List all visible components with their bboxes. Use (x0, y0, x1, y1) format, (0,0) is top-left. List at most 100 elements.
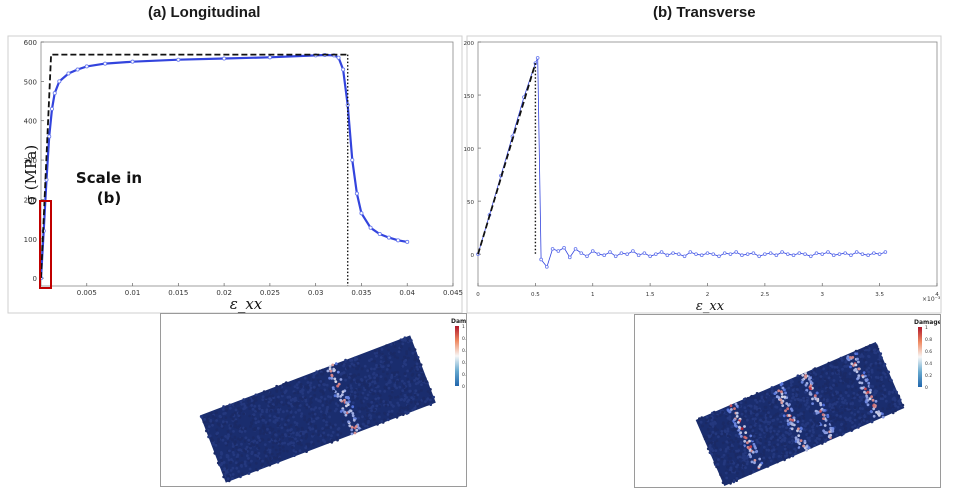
particle (876, 360, 880, 364)
particle (765, 392, 769, 396)
particle (217, 437, 220, 441)
particle (808, 410, 812, 413)
particle (329, 395, 333, 399)
particle (423, 377, 427, 380)
particle (253, 404, 257, 408)
particle (699, 420, 703, 424)
particle (855, 352, 859, 355)
particle (764, 460, 768, 463)
particle (790, 422, 794, 426)
particle (892, 388, 896, 391)
particle (314, 406, 318, 409)
particle (263, 443, 267, 446)
particle (862, 395, 866, 399)
particle (215, 419, 218, 422)
particle (876, 379, 879, 383)
particle (227, 474, 231, 478)
particle (225, 405, 228, 409)
particle (818, 395, 822, 399)
particle (231, 448, 235, 451)
particle (856, 413, 860, 417)
data-point-marker (694, 252, 698, 256)
particle (404, 363, 408, 366)
particle (311, 411, 315, 415)
particle (859, 355, 862, 359)
data-point-marker (556, 249, 561, 253)
particle (269, 459, 273, 462)
particle (325, 423, 328, 427)
particle (263, 451, 267, 454)
particle (780, 443, 784, 446)
particle (281, 442, 284, 445)
particle (871, 398, 875, 402)
particle (289, 414, 293, 417)
data-point-marker (47, 134, 52, 139)
particle (281, 437, 285, 440)
particle (826, 384, 830, 388)
particle (429, 398, 432, 402)
particle (783, 388, 786, 392)
particle (781, 433, 785, 437)
particle (256, 426, 260, 430)
particle (336, 430, 339, 434)
particle (835, 362, 839, 366)
particle (390, 413, 394, 417)
particle (321, 368, 324, 372)
particle (733, 418, 736, 422)
particle (771, 455, 775, 459)
particle (317, 429, 320, 433)
particle (341, 420, 345, 423)
left-plot-area (40, 41, 454, 287)
particle (276, 421, 280, 425)
particle (839, 390, 842, 394)
particle (215, 411, 219, 414)
particle (829, 417, 833, 421)
particle (735, 415, 739, 418)
particle (227, 458, 231, 462)
particle (276, 424, 280, 428)
particle (315, 374, 319, 377)
particle (356, 379, 359, 383)
particle (247, 438, 251, 442)
particle (252, 413, 256, 417)
particle (838, 428, 842, 432)
particle (342, 363, 346, 366)
particle (769, 446, 772, 450)
particle (224, 411, 227, 415)
particle (865, 368, 869, 372)
particle (378, 389, 382, 393)
particle (312, 415, 316, 418)
particle (739, 435, 743, 438)
particle (328, 367, 332, 371)
particle (887, 392, 891, 396)
particle (805, 445, 809, 449)
data-point-marker (579, 251, 584, 255)
particle (881, 397, 885, 400)
particle (399, 406, 403, 410)
particle (406, 411, 410, 415)
particle (799, 439, 803, 442)
particle (858, 419, 862, 423)
particle (199, 415, 203, 418)
particle (807, 377, 811, 381)
particle (807, 438, 811, 442)
particle (785, 454, 789, 457)
particle (267, 400, 271, 404)
data-point-marker (103, 61, 108, 66)
particle (810, 422, 814, 425)
particle (805, 422, 808, 426)
particle (854, 416, 858, 419)
particle (223, 467, 226, 470)
particle (379, 375, 383, 378)
particle (749, 425, 752, 429)
particle (864, 374, 867, 378)
particle (829, 364, 832, 367)
particle (706, 428, 710, 431)
particle (426, 390, 430, 393)
particle (283, 441, 287, 445)
particle (336, 395, 340, 398)
particle (746, 460, 749, 464)
particle (404, 410, 407, 414)
particle (389, 343, 393, 346)
particle (243, 439, 247, 443)
